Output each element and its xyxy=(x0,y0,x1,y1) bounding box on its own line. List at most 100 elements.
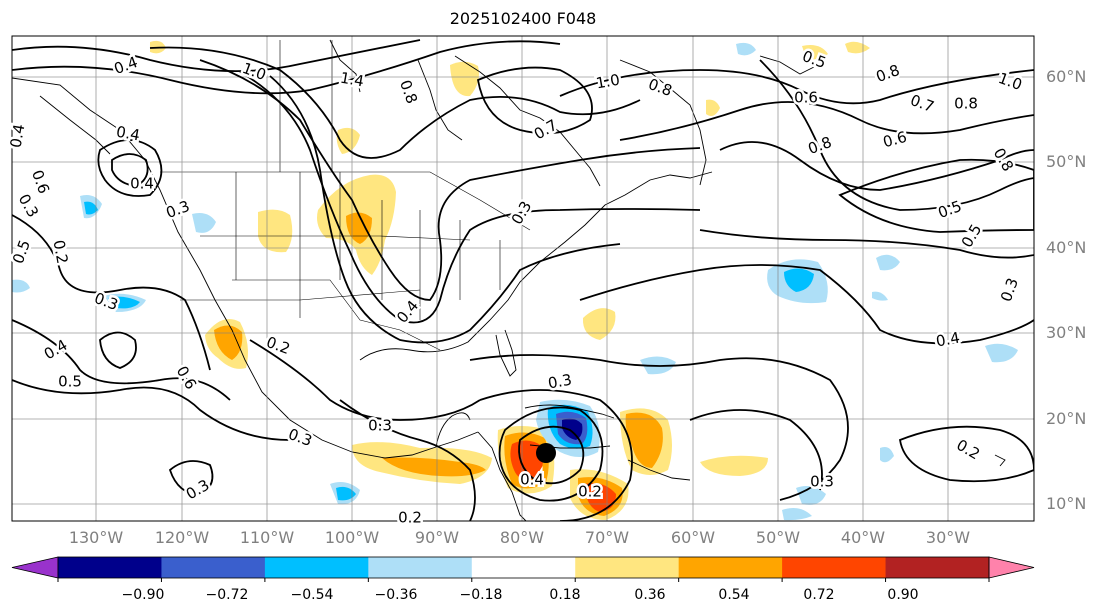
coastline xyxy=(12,77,479,459)
contour-line xyxy=(719,141,1034,191)
contour-label-halo: 0.5 xyxy=(58,373,82,391)
coastline xyxy=(477,431,527,521)
anomaly-shading xyxy=(12,40,1018,521)
anomaly-positive-region xyxy=(258,209,293,253)
contour-label-halo: 0.6 xyxy=(794,89,818,107)
contour-line xyxy=(559,69,1034,105)
colorbar-segment xyxy=(782,557,887,578)
coastline xyxy=(627,459,691,481)
contour-line xyxy=(898,425,1034,483)
contour-line xyxy=(239,71,701,324)
colorbar-segment xyxy=(885,557,990,578)
anomaly-positive-region xyxy=(802,45,828,60)
coastline xyxy=(359,171,713,361)
political-border xyxy=(279,40,333,172)
longitude-label: 100°W xyxy=(324,528,380,547)
anomaly-positive-region xyxy=(700,455,768,476)
contour-label-halo: 0.4 xyxy=(130,175,154,193)
longitude-label: 90°W xyxy=(414,528,460,547)
contour-label: 0.2 xyxy=(264,333,293,358)
contour-label: 0.6 xyxy=(881,128,909,152)
contour-label: 1.0 xyxy=(996,69,1025,94)
contour-label: 0.7 xyxy=(531,116,561,144)
map-title: 2025102400 F048 xyxy=(449,9,597,28)
contour-label: 0.3 xyxy=(368,417,392,435)
graticule xyxy=(12,36,1034,521)
contour-label-halo: 0.3 xyxy=(810,473,834,491)
anomaly-negative-region xyxy=(108,296,140,309)
anomaly-strong-positive-region xyxy=(584,483,616,512)
contour-label-halo: 0.2 xyxy=(398,509,422,527)
contour-line xyxy=(269,75,621,344)
coastline xyxy=(759,55,821,75)
contour-label: 0.3 xyxy=(183,476,213,504)
latitude-label: 60°N xyxy=(1046,67,1087,86)
contour-label-halo: 0.3 xyxy=(368,417,392,435)
longitude-label: 30°W xyxy=(925,528,971,547)
contour-label: 0.2 xyxy=(953,436,983,464)
anomaly-positive-region xyxy=(582,308,616,340)
latitude-label: 20°N xyxy=(1046,409,1087,428)
contour-label: 0.3 xyxy=(286,425,315,450)
political-border xyxy=(180,235,471,301)
coastline xyxy=(495,329,517,377)
anomaly-negative-region xyxy=(880,447,894,463)
anomaly-negative-region xyxy=(192,213,216,233)
longitude-label: 110°W xyxy=(239,528,295,547)
anomaly-positive-region xyxy=(450,61,479,97)
contour-line xyxy=(111,153,149,187)
anomaly-negative-region xyxy=(736,42,756,56)
contour-line xyxy=(518,425,585,485)
latitude-label: 30°N xyxy=(1046,323,1087,342)
anomaly-negative-region xyxy=(84,201,98,215)
contour-label: 0.6 xyxy=(173,363,201,393)
contour-line xyxy=(339,399,476,521)
anomaly-negative-region xyxy=(336,486,356,501)
contour-label: 0.3 xyxy=(547,371,574,393)
colorbar-extend-min xyxy=(11,556,59,579)
contour-label: 0.3 xyxy=(810,473,834,491)
contour-label: 0.8 xyxy=(396,78,421,107)
contour-label: 0.2 xyxy=(398,509,422,527)
contour-line xyxy=(168,460,214,496)
contour-line xyxy=(199,59,701,301)
contour-label: 0.8 xyxy=(646,75,675,100)
contour-label: 0.5 xyxy=(58,373,82,391)
contour-label: 0.4 xyxy=(935,329,962,351)
contour-label: 0.7 xyxy=(908,91,937,116)
anomaly-negative-region xyxy=(876,254,900,271)
contour-label: 0.5 xyxy=(9,238,34,267)
colorbar-tick-label: −0.90 xyxy=(121,587,165,603)
contour-label: 0.8 xyxy=(990,145,1018,175)
anomaly-strong-positive-region xyxy=(382,457,486,477)
contour-label: 0.6 xyxy=(794,89,818,107)
contour-label: 0.3 xyxy=(164,197,193,222)
colorbar-segment xyxy=(161,557,266,578)
anomaly-positive-region xyxy=(706,99,720,116)
colorbar-tick-label: 0.36 xyxy=(634,587,666,603)
contour-label-halo: 0.4 xyxy=(7,123,29,150)
colorbar-tick-label: 0.54 xyxy=(718,587,750,603)
colorbar-tick-label: 0.18 xyxy=(549,587,581,603)
contour-line xyxy=(479,389,633,521)
longitude-label: 50°W xyxy=(755,528,801,547)
contour-label: 0.3 xyxy=(997,276,1022,305)
colorbar-tick-label: −0.36 xyxy=(374,587,418,603)
colorbar-segment xyxy=(471,557,576,578)
contour-line xyxy=(99,331,137,369)
contour-line xyxy=(689,409,823,491)
latitude-label: 10°N xyxy=(1046,494,1087,513)
contour-line xyxy=(12,214,211,371)
anomaly-positive-region xyxy=(845,41,870,54)
anomaly-negative-region xyxy=(784,268,814,292)
longitude-label: 60°W xyxy=(670,528,716,547)
longitude-label: 40°W xyxy=(840,528,886,547)
contour-line xyxy=(476,66,593,135)
contour-line xyxy=(838,158,1034,233)
colorbar-tick-label: 0.72 xyxy=(803,587,835,603)
latitude-label: 40°N xyxy=(1046,238,1087,257)
contour-label-halo: 0.8 xyxy=(954,95,978,113)
contour-label: 0.2 xyxy=(50,239,72,266)
political-border xyxy=(232,279,441,351)
